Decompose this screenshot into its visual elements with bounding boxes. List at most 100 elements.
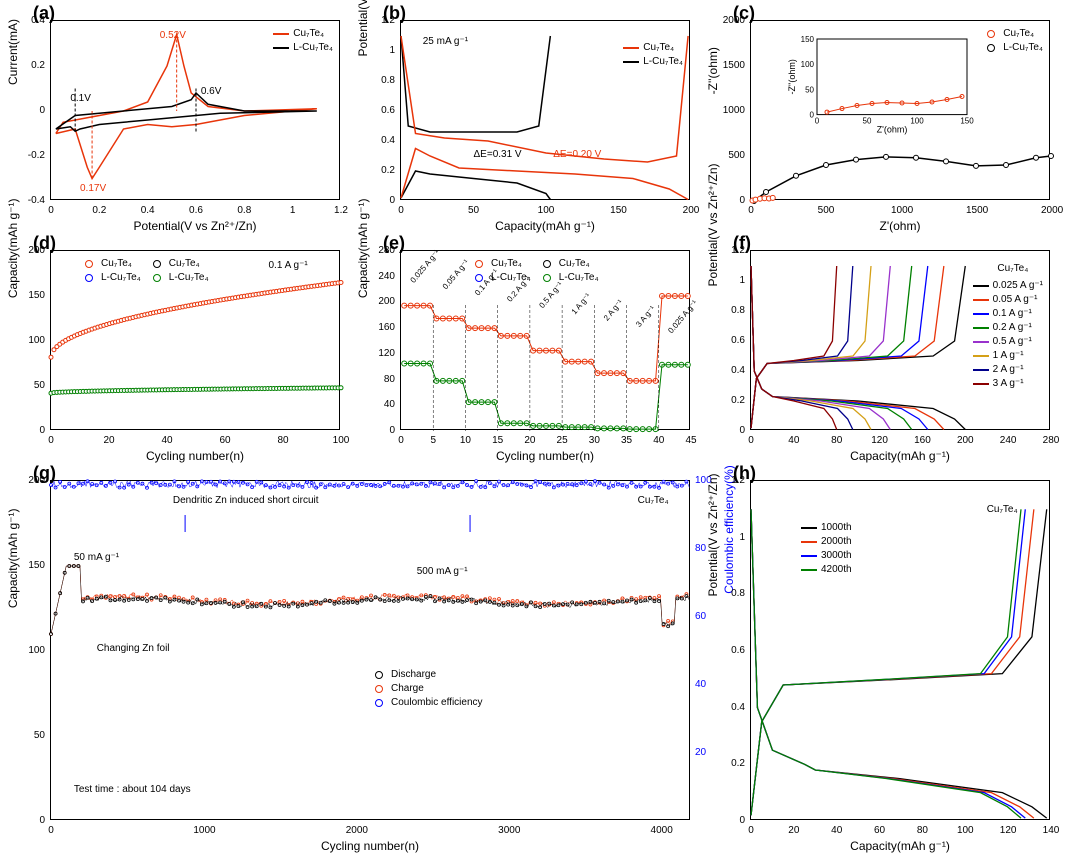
xlabel: Capacity(mAh g⁻¹) (495, 219, 595, 233)
annotation: ΔE=0.20 V (553, 149, 601, 160)
tick-y: 2000 (715, 15, 745, 26)
tick-y: 40 (365, 399, 395, 410)
legend-label: Discharge (391, 668, 436, 682)
tick-x: 80 (273, 435, 293, 446)
tick-x: 100 (536, 205, 556, 216)
legend-label: 1 A g⁻¹ (993, 349, 1024, 363)
tick-x: 5 (423, 435, 443, 446)
annotation: 500 mA g⁻¹ (417, 566, 468, 577)
legend-item: L-Cu₇Te₄ (983, 41, 1043, 55)
tick-x: 0 (741, 205, 761, 216)
legend-label: L-Cu₇Te₄ (559, 271, 599, 285)
legend: Cu₇Te₄L-Cu₇Te₄ (983, 27, 1043, 55)
tick-x: 40 (827, 825, 847, 836)
legend-item: Cu₇Te₄ (149, 257, 209, 271)
annotation: Test time : about 104 days (74, 784, 191, 795)
legend-item: L-Cu₇Te₄ (471, 271, 531, 285)
legend-label: Cu₇Te₄ (293, 27, 324, 41)
tick-y: 0.2 (15, 60, 45, 71)
xlabel: Cycling number(n) (496, 449, 594, 463)
xlabel: Capacity(mAh g⁻¹) (850, 839, 950, 853)
legend-item: 0.025 A g⁻¹ (973, 279, 1043, 293)
svg-text:2 A g⁻¹: 2 A g⁻¹ (602, 298, 625, 323)
legend-item: 2000th (801, 535, 852, 549)
svg-text:50: 50 (805, 85, 814, 94)
tick-x: 1500 (966, 205, 986, 216)
tick-y: 500 (715, 150, 745, 161)
tick-y: 0.8 (715, 588, 745, 599)
tick-y: 50 (15, 730, 45, 741)
tick-y: 0 (715, 815, 745, 826)
legend-label: Cu₇Te₄ (643, 41, 674, 55)
legend-label: 1000th (821, 521, 852, 535)
tick-y: 0.6 (365, 105, 395, 116)
tick-y: 0.4 (15, 15, 45, 26)
annotation: Cu₇Te₄ (638, 495, 669, 506)
tick-x: 20 (99, 435, 119, 446)
tick-x: 40 (157, 435, 177, 446)
tick-y: 0 (15, 425, 45, 436)
tick-x: 280 (1041, 435, 1061, 446)
xlabel: Potential(V vs Zn²⁺/Zn) (133, 219, 256, 233)
legend-label: Coulombic efficiency (391, 696, 483, 710)
tick-y: 1 (365, 45, 395, 56)
legend-item: Charge (371, 682, 483, 696)
tick-y: 0.2 (715, 395, 745, 406)
annotation: Changing Zn foil (97, 643, 170, 654)
tick-y: -0.2 (15, 150, 45, 161)
legend-label: L-Cu₇Te₄ (169, 271, 209, 285)
legend-label: 0.025 A g⁻¹ (993, 279, 1043, 293)
tick-y: 0 (365, 425, 395, 436)
legend-label: Cu₇Te₄ (169, 257, 200, 271)
annotation: 0.52V (160, 30, 186, 41)
legend: DischargeChargeCoulombic efficiency (371, 668, 483, 710)
legend-label: Cu₇Te₄ (559, 257, 590, 271)
annotation: 50 mA g⁻¹ (74, 552, 119, 563)
legend-label: 3 A g⁻¹ (993, 377, 1024, 391)
tick-y2: 40 (695, 679, 706, 690)
tick-x: 0.4 (138, 205, 158, 216)
legend-label: Charge (391, 682, 424, 696)
tick-x: 0.2 (89, 205, 109, 216)
tick-x: 40 (649, 435, 669, 446)
legend-label: L-Cu₇Te₄ (1003, 41, 1043, 55)
tick-x: 4000 (651, 825, 671, 836)
legend-item: 0.1 A g⁻¹ (973, 307, 1043, 321)
legend-item: 0.5 A g⁻¹ (973, 335, 1043, 349)
legend-item: Cu₇Te₄ (539, 257, 599, 271)
legend-item: 3000th (801, 549, 852, 563)
panel-g: (g)Cycling number(n)Capacity(mAh g⁻¹)Cou… (50, 480, 690, 820)
legend-item: Cu₇Te₄ (983, 27, 1043, 41)
tick-y: 1.2 (365, 15, 395, 26)
tick-y: 0.4 (365, 135, 395, 146)
tick-x: 0.6 (186, 205, 206, 216)
legend-item: 0.05 A g⁻¹ (973, 293, 1043, 307)
legend-label: L-Cu₇Te₄ (643, 55, 683, 69)
panel-a: (a)Potential(V vs Zn²⁺/Zn)Current(mA)00.… (50, 20, 340, 200)
legend-label: 0.05 A g⁻¹ (993, 293, 1038, 307)
legend: 1000th2000th3000th4200th (801, 521, 852, 577)
legend-item: Cu₇Te₄ (81, 257, 141, 271)
tick-y: 150 (15, 560, 45, 571)
tick-x: 35 (617, 435, 637, 446)
tick-y: 200 (365, 296, 395, 307)
tick-y: 1 (715, 532, 745, 543)
tick-y: 120 (365, 348, 395, 359)
annotation: 0.1 A g⁻¹ (269, 260, 308, 271)
tick-y: 0 (715, 425, 745, 436)
annotation: 0.1V (70, 93, 91, 104)
tick-y: 0.8 (365, 75, 395, 86)
tick-x: 1000 (891, 205, 911, 216)
legend-item: Cu₇Te₄ (471, 257, 531, 271)
tick-y2: 20 (695, 747, 706, 758)
legend-item: Cu₇Te₄ (273, 27, 333, 41)
legend-item: 4200th (801, 563, 852, 577)
legend-item: Coulombic efficiency (371, 696, 483, 710)
tick-y: 1500 (715, 60, 745, 71)
legend-label: 0.1 A g⁻¹ (993, 307, 1032, 321)
legend: Cu₇Te₄L-Cu₇Te₄ (273, 27, 333, 55)
legend-label: 3000th (821, 549, 852, 563)
legend-label: Cu₇Te₄ (491, 257, 522, 271)
tick-x: 120 (870, 435, 890, 446)
tick-x: 160 (912, 435, 932, 446)
